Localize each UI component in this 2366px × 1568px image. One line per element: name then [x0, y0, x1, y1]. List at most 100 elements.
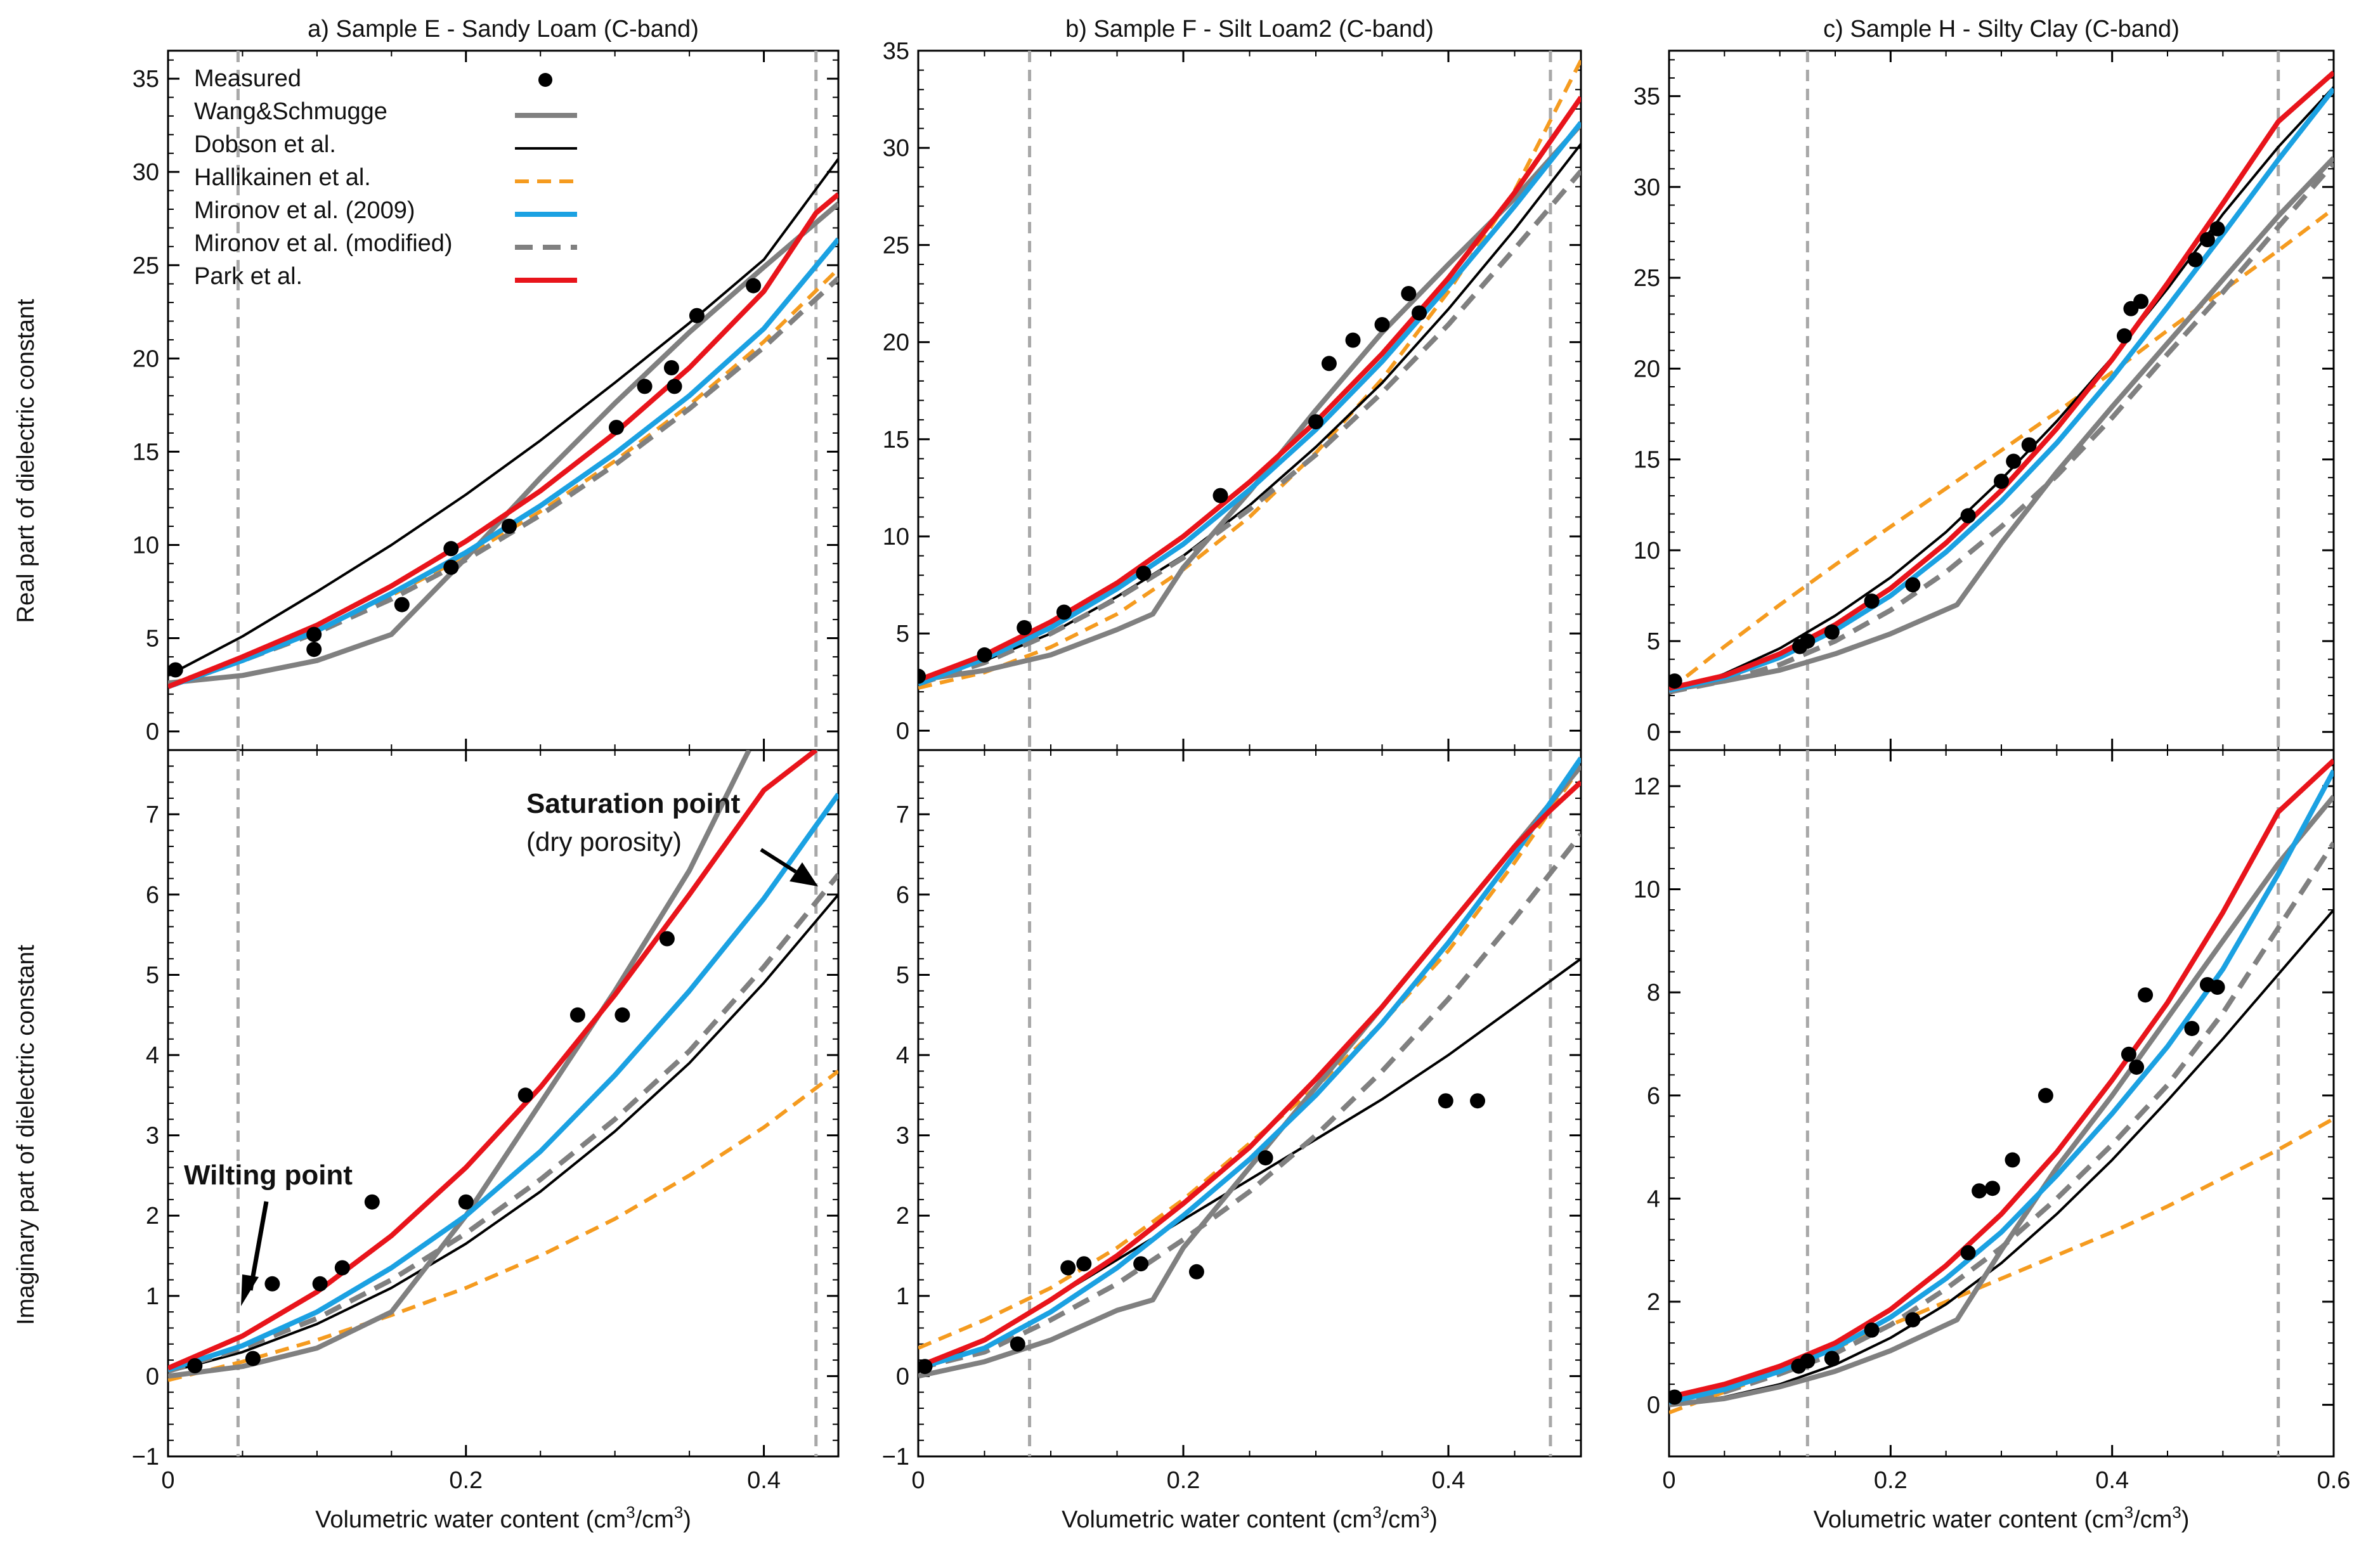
measured-point: [312, 1276, 328, 1292]
series-line-hallikainen: [918, 765, 1581, 1350]
measured-point: [1669, 673, 1682, 689]
measured-point: [1824, 1351, 1840, 1366]
y-axis-label-real: Real part of dielectric constant: [13, 299, 39, 623]
measured-point: [1438, 1093, 1453, 1109]
measured-point: [2209, 980, 2225, 995]
y-tick-label: 0: [146, 1363, 159, 1390]
measured-point: [2006, 453, 2022, 469]
y-tick-label: 15: [883, 427, 909, 453]
measured-point: [1905, 1312, 1921, 1328]
series-line-wang: [1669, 156, 2334, 693]
legend-label-measured: Measured: [194, 65, 301, 92]
panel-content: [168, 51, 838, 750]
panel-content: [168, 750, 838, 1456]
measured-point: [443, 541, 459, 557]
measured-point: [1412, 305, 1427, 321]
panel-content: [1669, 750, 2334, 1456]
saturation-arrow-head: [790, 862, 818, 886]
measured-point: [187, 1358, 203, 1373]
panel-frame: [1668, 749, 2335, 1458]
y-tick-label: 0: [896, 1363, 909, 1390]
measured-point: [1188, 1264, 1204, 1280]
legend-label-mironov2009: Mironov et al. (2009): [194, 197, 415, 224]
annot-dry-porosity: (dry porosity): [526, 827, 682, 857]
measured-point: [1905, 577, 1921, 593]
measured-point: [663, 360, 679, 375]
series-line-hallikainen: [918, 59, 1581, 690]
measured-point: [168, 662, 183, 678]
x-tick-label: 0.4: [1432, 1467, 1466, 1494]
measured-point: [1669, 1389, 1682, 1405]
measured-point: [2121, 1046, 2136, 1062]
measured-point: [637, 379, 653, 394]
measured-point: [1960, 1245, 1976, 1260]
y-tick-label: 2: [146, 1203, 159, 1229]
y-tick-label: 5: [146, 626, 159, 652]
measured-point: [1864, 1322, 1880, 1338]
measured-point: [2184, 1021, 2200, 1037]
measured-point: [306, 642, 322, 658]
y-tick-label: 7: [896, 801, 909, 828]
series-line-mironov2009: [918, 756, 1581, 1371]
y-tick-label: 15: [133, 439, 159, 465]
measured-point: [1824, 624, 1840, 640]
measured-point: [1308, 414, 1323, 430]
series-line-wang: [918, 122, 1581, 683]
measured-point: [1401, 286, 1417, 301]
panel-3: c) Sample H - Silty Clay (C-band) 0 5 10 15 2…: [1634, 16, 2335, 751]
wilting-arrow-head: [241, 1274, 259, 1306]
measured-point: [2005, 1152, 2020, 1168]
panels-group: a) Sample E - Sandy Loam (C-band)0510152…: [132, 16, 2351, 1533]
y-tick-label: 4: [1647, 1186, 1660, 1212]
measured-point: [659, 931, 675, 947]
measured-point: [443, 559, 459, 575]
x-tick-label: 0: [1662, 1467, 1675, 1494]
measured-point: [1470, 1093, 1485, 1109]
measured-point: [1056, 604, 1072, 620]
measured-point: [614, 1007, 630, 1023]
legend-marker-measured: [538, 73, 552, 87]
y-tick-label: 12: [1634, 774, 1660, 800]
y-tick-label: 20: [883, 330, 909, 356]
measured-point: [1374, 317, 1390, 332]
series-line-mironovmod: [1669, 161, 2334, 695]
measured-point: [1864, 593, 1880, 609]
y-tick-label: 4: [146, 1042, 159, 1069]
measured-point: [2038, 1087, 2053, 1103]
y-tick-label: 10: [133, 532, 159, 559]
series-line-wang: [918, 764, 1581, 1379]
measured-point: [1800, 633, 1816, 649]
y-tick-label: 7: [146, 801, 159, 828]
series-line-park: [168, 750, 818, 1371]
measured-point: [918, 1359, 933, 1375]
measured-point: [1133, 1256, 1149, 1272]
y-tick-label: 20: [1634, 356, 1660, 382]
series-line-hallikainen: [168, 267, 838, 687]
series-line-park: [918, 780, 1581, 1369]
series-line-park: [918, 96, 1581, 683]
y-tick-label: 1: [146, 1283, 159, 1310]
panel-title: b) Sample F - Silt Loam2 (C-band): [1065, 16, 1434, 42]
measured-point: [1994, 474, 2009, 489]
measured-point: [1985, 1181, 2000, 1196]
y-tick-label: 1: [896, 1283, 909, 1310]
panel-frame: [1668, 49, 2335, 751]
y-tick-label: 3: [896, 1123, 909, 1150]
measured-point: [2116, 328, 2132, 344]
x-tick-label: 0.2: [1167, 1467, 1200, 1494]
measured-point: [666, 379, 682, 394]
series-line-mironov2009: [1669, 769, 2334, 1405]
measured-point: [2021, 437, 2037, 453]
y-tick-label: 35: [133, 66, 159, 93]
measured-point: [264, 1276, 280, 1292]
series-line-dobson: [168, 893, 838, 1374]
measured-point: [2138, 987, 2154, 1003]
measured-point: [1076, 1256, 1092, 1272]
x-axis-label: Volumetric water content (cm3/cm3): [1814, 1503, 2190, 1533]
panel-1: a) Sample E - Sandy Loam (C-band) 0 5 10 15 2…: [133, 16, 840, 751]
measured-point: [1136, 566, 1152, 581]
x-tick-label: 0.4: [2095, 1467, 2129, 1494]
